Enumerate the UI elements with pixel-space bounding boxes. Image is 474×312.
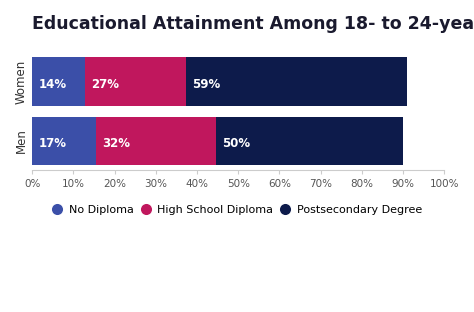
Text: 50%: 50% [222, 137, 250, 150]
Bar [85, 57, 186, 106]
Text: Educational Attainment Among 18- to 24-year-olds: Educational Attainment Among 18- to 24-y… [32, 15, 474, 33]
Legend: No Diploma, High School Diploma, Postsecondary Degree: No Diploma, High School Diploma, Postsec… [50, 200, 426, 220]
Text: 59%: 59% [192, 78, 220, 91]
Text: 27%: 27% [91, 78, 119, 91]
Bar [186, 57, 407, 106]
Text: 17%: 17% [38, 137, 66, 150]
Bar [96, 117, 216, 165]
Bar [32, 57, 85, 106]
Bar [216, 117, 403, 165]
Text: 14%: 14% [38, 78, 66, 91]
Text: 32%: 32% [102, 137, 130, 150]
Bar [32, 117, 96, 165]
